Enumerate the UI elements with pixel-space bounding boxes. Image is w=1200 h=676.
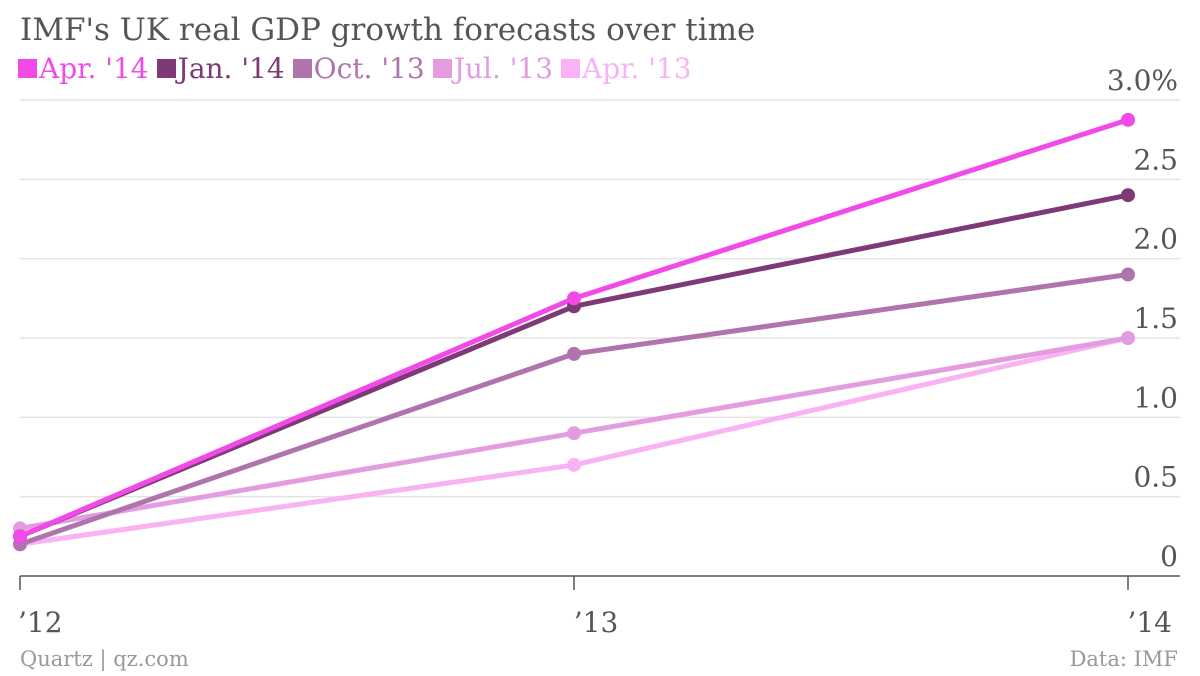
data-point — [567, 291, 581, 306]
legend-swatch — [561, 59, 581, 78]
y-tick-label: 2.0 — [1133, 223, 1178, 256]
x-tick-label: ’13 — [574, 606, 619, 639]
y-tick-label: 1.5 — [1133, 302, 1178, 335]
data-point — [1121, 267, 1135, 282]
legend-label: Apr. '14 — [39, 52, 149, 85]
legend-swatch — [292, 59, 312, 78]
legend-item: Apr. '13 — [561, 52, 692, 85]
legend-swatch — [18, 59, 37, 78]
gridlines — [20, 99, 1180, 577]
legend-label: Jan. '14 — [177, 52, 285, 85]
footer-credit: Quartz | qz.com — [20, 647, 189, 671]
legend-item: Jan. '14 — [156, 52, 285, 85]
y-tick-label: 1.0 — [1133, 381, 1178, 414]
y-tick-label: 2.5 — [1133, 143, 1178, 176]
chart-legend: Apr. '14 Jan. '14 Oct. '13 Jul. '13 Apr. '13 — [18, 52, 700, 85]
series-lines — [17, 117, 1131, 547]
legend-item: Jul. '13 — [432, 52, 554, 85]
x-tick-label: ’12 — [18, 606, 63, 639]
x-axis-ticks: ’12 ’13 ’14 — [18, 576, 1172, 639]
x-tick-label: ’14 — [1127, 606, 1172, 639]
data-point — [567, 346, 581, 361]
series-line — [17, 272, 1131, 547]
series-points — [13, 112, 1135, 552]
data-point — [1121, 188, 1135, 203]
y-axis-ticks: 0 0.5 1.0 1.5 2.0 2.5 3.0% — [1107, 64, 1178, 573]
legend-label: Oct. '13 — [313, 52, 425, 85]
legend-label: Jul. '13 — [453, 52, 554, 85]
data-point — [13, 529, 27, 544]
legend-item: Apr. '14 — [18, 52, 149, 85]
legend-swatch — [156, 59, 176, 78]
y-tick-label: 0 — [1160, 540, 1178, 573]
series-line — [17, 117, 1131, 539]
data-point — [567, 426, 581, 441]
y-tick-label: 0.5 — [1133, 461, 1178, 494]
legend-label: Apr. '13 — [582, 52, 692, 85]
data-point — [1121, 112, 1135, 127]
footer-data-source: Data: IMF — [1069, 647, 1178, 671]
legend-item: Oct. '13 — [292, 52, 425, 85]
legend-swatch — [432, 59, 452, 78]
y-tick-label: 3.0% — [1107, 64, 1178, 97]
data-point — [567, 457, 581, 472]
data-point — [1121, 331, 1135, 345]
chart-title: IMF's UK real GDP growth forecasts over … — [20, 12, 756, 48]
